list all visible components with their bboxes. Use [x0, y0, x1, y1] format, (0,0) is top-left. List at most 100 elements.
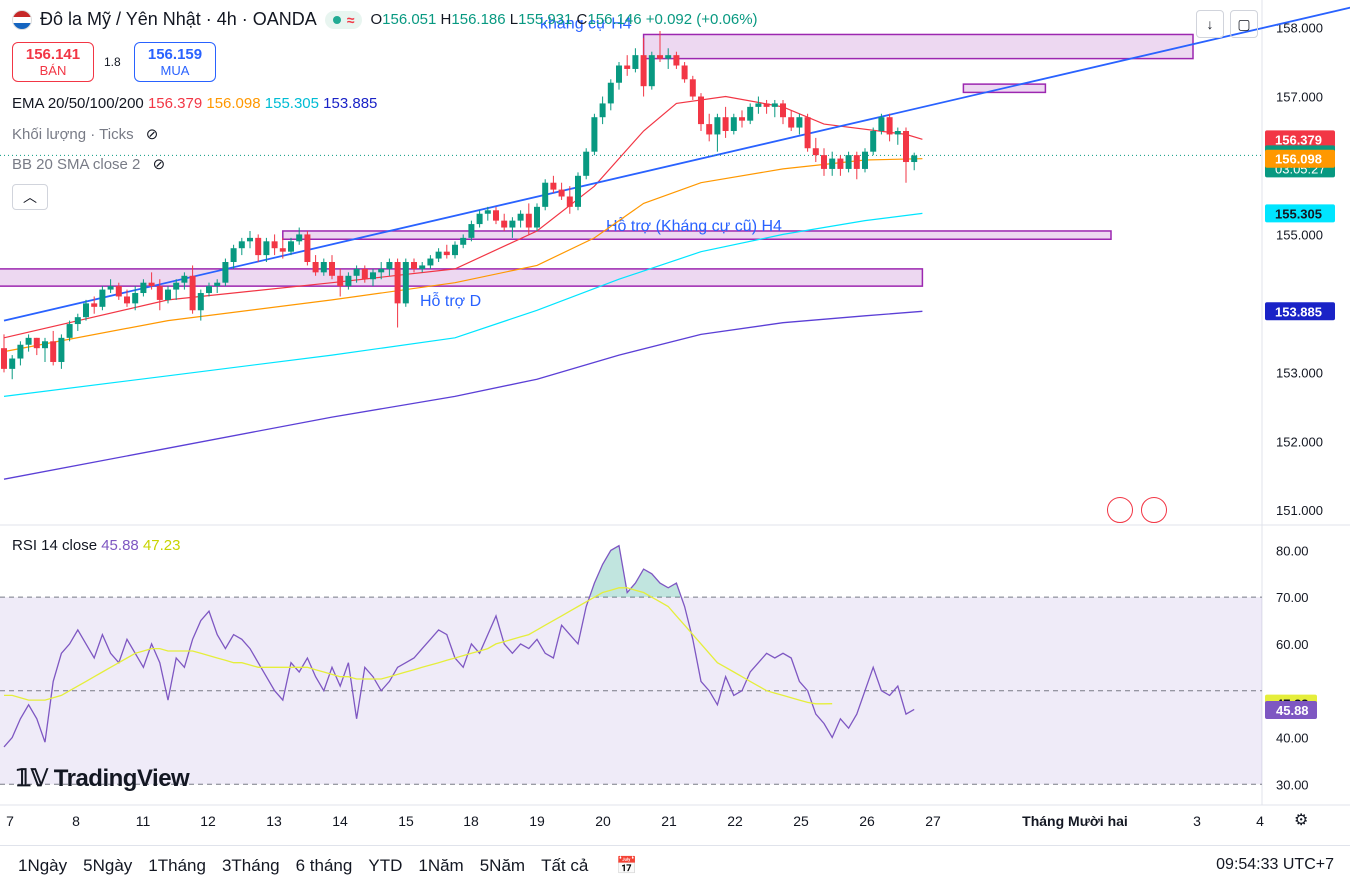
clock[interactable]: 09:54:33 UTC+7 — [1216, 856, 1334, 873]
time-tick-label: 18 — [463, 813, 479, 829]
candle-body — [804, 117, 811, 149]
price-badge-text: 156.379 — [1275, 132, 1322, 147]
candle — [156, 279, 163, 311]
candle — [829, 151, 836, 176]
price-tick-label: 157.000 — [1276, 90, 1323, 105]
tf-5y[interactable]: 5Năm — [479, 856, 526, 875]
tradingview-logo: 𝟙𝕍 TradingView — [16, 765, 190, 792]
candle — [689, 75, 696, 100]
candle-body — [222, 262, 229, 283]
candle — [83, 299, 89, 321]
candle-body — [378, 268, 385, 273]
candle-body — [271, 241, 278, 249]
candle — [427, 255, 434, 269]
ema-legend[interactable]: EMA 20/50/100/200 156.379 156.098 155.30… — [12, 95, 378, 112]
candle — [616, 62, 622, 90]
tf-all[interactable]: Tất cả — [541, 856, 589, 875]
candle-body — [156, 286, 163, 300]
candle — [657, 31, 663, 63]
chevron-up-icon[interactable]: ︿ — [12, 184, 48, 210]
candle — [648, 51, 655, 90]
candle — [714, 113, 721, 152]
compare-icon[interactable] — [1107, 497, 1133, 523]
candle-body — [353, 268, 360, 276]
candle-body — [493, 210, 499, 221]
candle — [206, 282, 212, 297]
candle — [394, 258, 401, 328]
candle-body — [771, 103, 778, 107]
candle-body — [230, 248, 237, 262]
ohlc-readout: O156.051 H156.186 L155.931 C156.146 +0.0… — [370, 11, 758, 28]
candle — [91, 296, 98, 314]
eye-off-icon[interactable]: ⊘ — [145, 126, 159, 143]
rsi-tick-label: 40.00 — [1276, 731, 1309, 746]
tf-3m[interactable]: 3Tháng — [221, 856, 280, 875]
volume-legend[interactable]: Khối lượng · Ticks ⊘ — [12, 126, 159, 143]
time-tick-label: 25 — [793, 813, 809, 829]
fullscreen-icon[interactable]: ▢ — [1230, 10, 1258, 38]
trendline — [3, 6, 1350, 322]
candle — [386, 258, 393, 276]
ema20-line — [3, 95, 923, 339]
candle — [288, 237, 294, 256]
candle — [566, 186, 573, 214]
sell-button[interactable]: 156.141 BÁN — [12, 42, 94, 82]
candle-body — [845, 155, 852, 169]
candle-body — [370, 272, 376, 280]
candle — [279, 237, 286, 259]
rsi-legend[interactable]: RSI 14 close 45.88 47.23 — [12, 537, 181, 554]
candle-body — [197, 293, 204, 311]
time-tick-label: 19 — [529, 813, 545, 829]
candle — [9, 355, 16, 380]
time-tick-label: Tháng Mười hai — [1022, 813, 1128, 829]
candle-body — [640, 55, 647, 87]
time-tick-label: 3 — [1193, 813, 1201, 829]
tf-5d[interactable]: 5Ngày — [83, 856, 133, 875]
candle-body — [484, 210, 491, 214]
candle — [706, 113, 713, 142]
tf-1d[interactable]: 1Ngày — [18, 856, 68, 875]
symbol-header[interactable]: Đô la Mỹ / Yên Nhật · 4h · OANDA ≈ O156.… — [12, 9, 758, 30]
candle — [870, 127, 877, 156]
candle-body — [304, 234, 311, 262]
candle-body — [821, 155, 827, 169]
candle — [181, 272, 188, 290]
candle-body — [796, 117, 803, 128]
market-status-pill[interactable]: ≈ — [324, 10, 363, 29]
candle — [1, 334, 7, 373]
candle-body — [739, 117, 745, 121]
tf-1y[interactable]: 1Năm — [418, 856, 464, 875]
download-icon[interactable]: ↓ — [1196, 10, 1224, 38]
price-badge-bg — [1265, 149, 1335, 168]
candle-body — [189, 275, 196, 311]
candle-body — [903, 131, 909, 163]
replay-icon[interactable] — [1141, 497, 1167, 523]
candle-body — [862, 151, 868, 169]
bb-legend[interactable]: BB 20 SMA close 2 ⊘ — [12, 156, 166, 173]
symbol-title[interactable]: Đô la Mỹ / Yên Nhật · 4h · OANDA — [40, 9, 317, 29]
chart-canvas[interactable]: 158.000 157.000 155.000 153.000 152.000 151.0… — [0, 0, 1350, 845]
candle-body — [755, 103, 762, 107]
buy-button[interactable]: 156.159 MUA — [134, 42, 216, 82]
tf-1m[interactable]: 1Tháng — [148, 856, 206, 875]
candle — [665, 48, 672, 69]
spread-value: 1.8 — [104, 55, 121, 69]
settings-icon[interactable]: ⚙ — [1294, 812, 1309, 829]
candle — [558, 182, 565, 200]
rsi-tick-label: 80.00 — [1276, 543, 1309, 558]
candle-body — [50, 341, 57, 362]
time-tick-label: 12 — [200, 813, 216, 829]
tf-ytd[interactable]: YTD — [368, 856, 403, 875]
candle — [763, 99, 770, 114]
candle-body — [91, 303, 98, 307]
candle — [165, 286, 171, 304]
tf-6m[interactable]: 6 tháng — [295, 856, 353, 875]
eye-off-icon[interactable]: ⊘ — [152, 156, 166, 173]
candle — [476, 210, 483, 228]
date-range-icon[interactable]: 📅 — [616, 856, 638, 875]
candle-body — [460, 237, 467, 245]
zone-label: Hỗ trợ D — [420, 291, 481, 310]
candle — [296, 227, 303, 245]
candle — [886, 113, 893, 142]
price-badge-bg — [1265, 204, 1335, 223]
